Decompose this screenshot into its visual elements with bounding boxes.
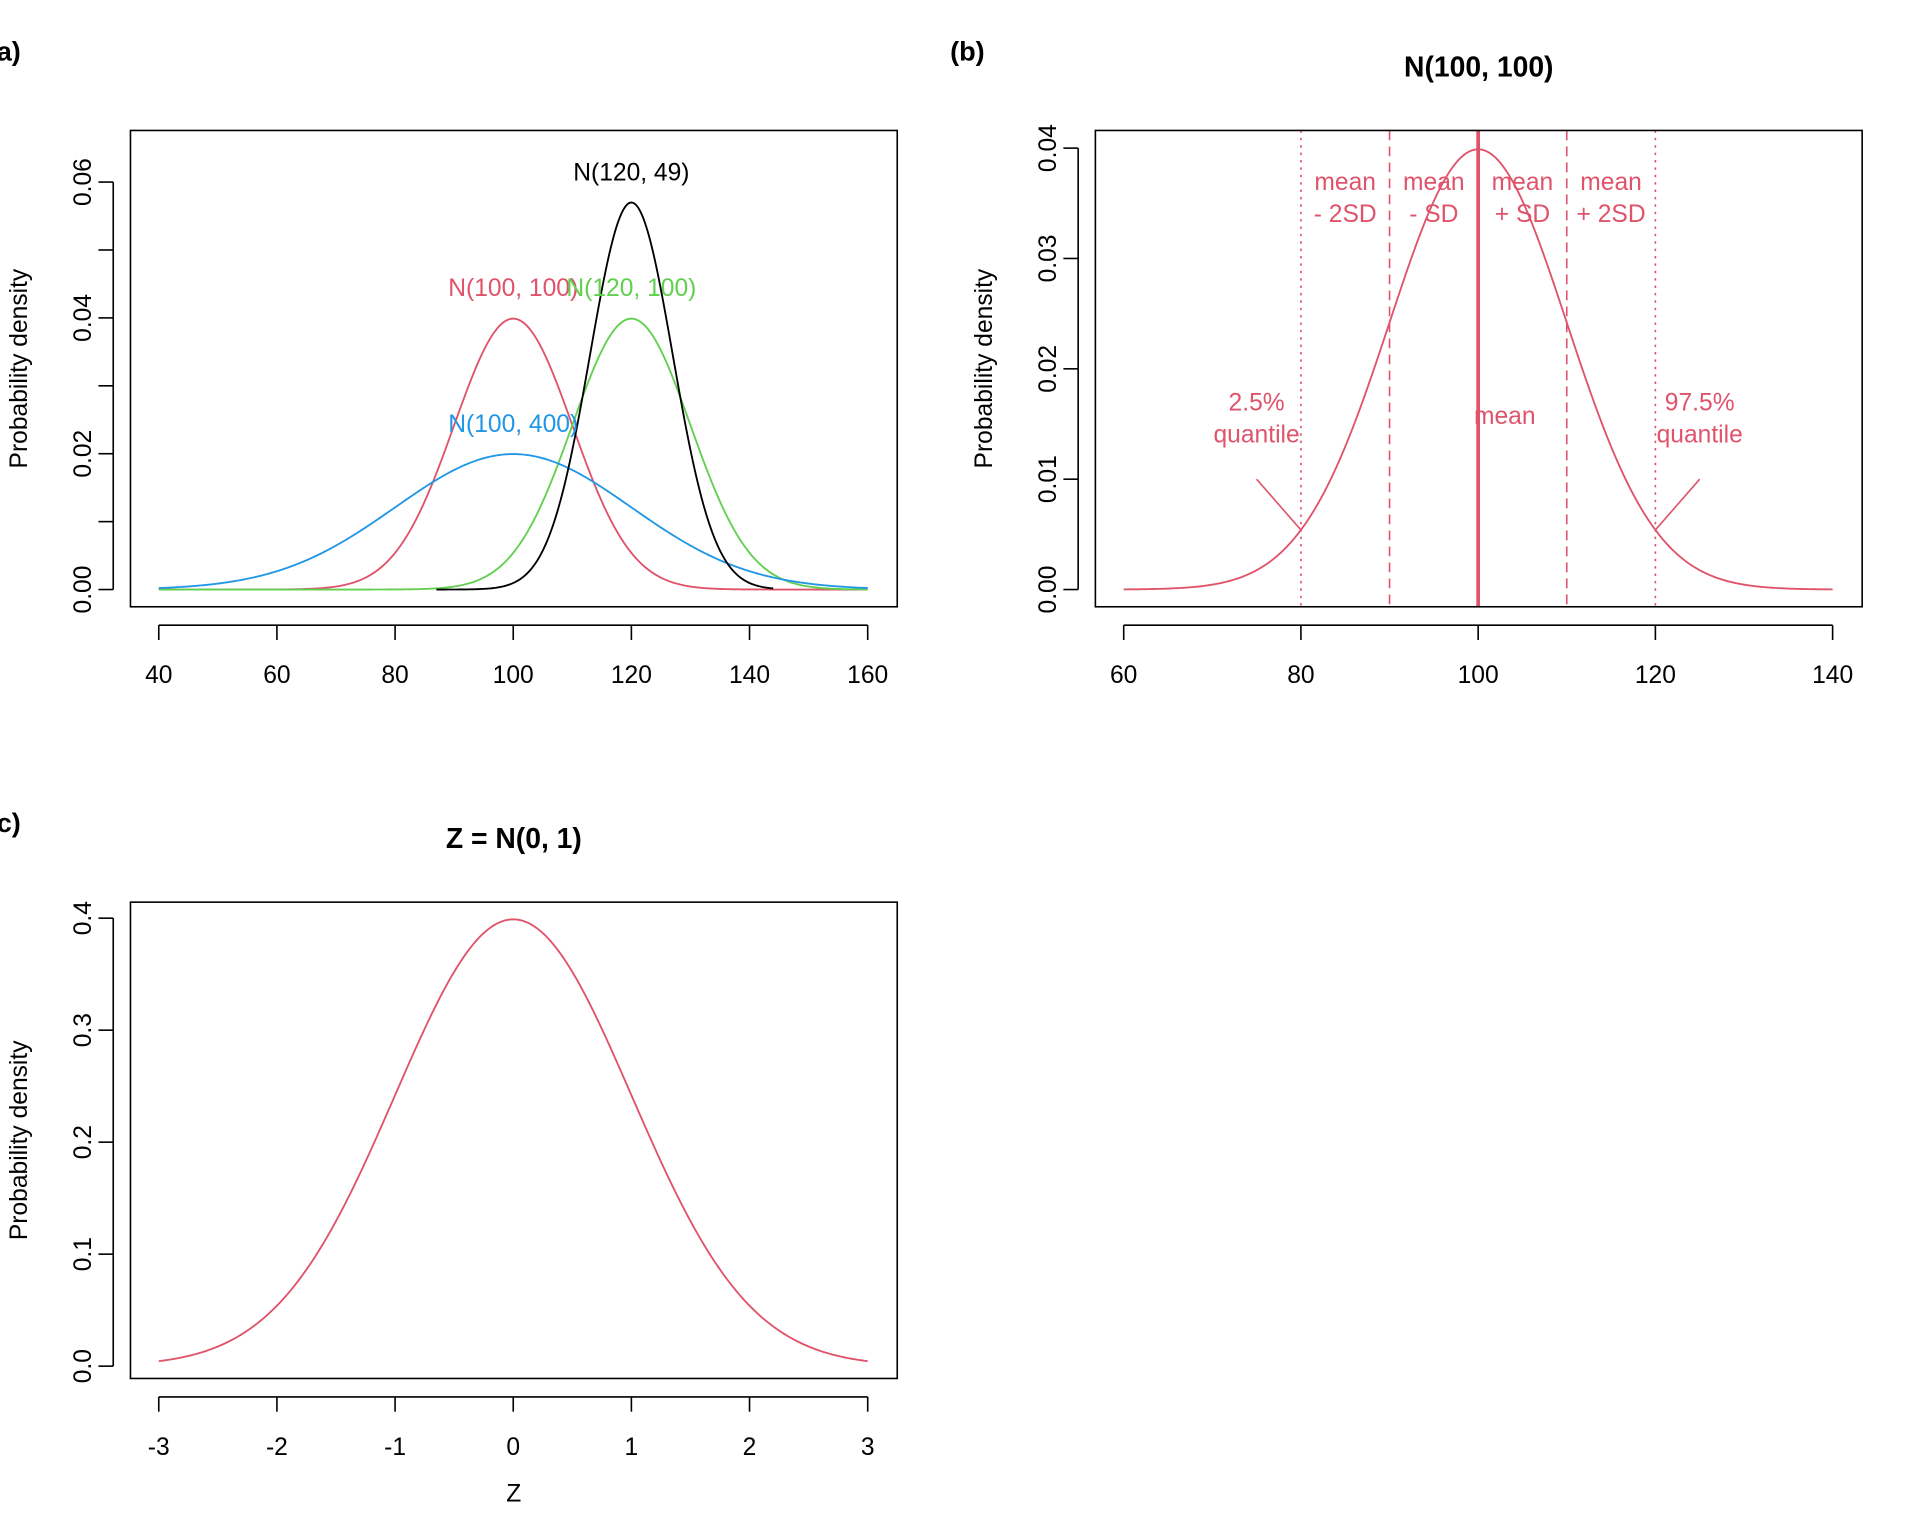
density-curve	[158, 918, 868, 1363]
annotation-line: 97.5%	[1665, 390, 1735, 417]
series-label: N(120, 49)	[573, 160, 689, 187]
y-tick-label: 0.04	[1035, 124, 1062, 172]
annotation: mean + 2SD	[1577, 169, 1646, 228]
x-tick-label: 80	[381, 662, 408, 689]
panel-a: (a) N(100, 100)N(120, 100) N(100, 400) N(12…	[0, 35, 899, 689]
annotation-line: quantile	[1657, 422, 1743, 449]
y-tick-label: 0.04	[70, 294, 97, 342]
chart-title: Z = N(0, 1)	[446, 822, 582, 854]
plot-box	[129, 129, 899, 608]
x-tick-label: -2	[266, 1434, 288, 1461]
annotation-line: 2.5%	[1229, 390, 1285, 417]
x-tick-label: 100	[1458, 662, 1499, 689]
annotation: mean + SD	[1492, 169, 1554, 228]
x-tick-label: 160	[847, 662, 888, 689]
density-curve	[158, 317, 868, 591]
pointer-line	[1654, 478, 1701, 531]
x-tick-label: 2	[743, 1434, 757, 1461]
x-tick-label: 140	[1812, 662, 1853, 689]
annotation-line: - 2SD	[1314, 201, 1377, 228]
x-tick-label: 120	[1635, 662, 1676, 689]
x-tick-label: 40	[145, 662, 172, 689]
panel-label: (c)	[0, 807, 21, 838]
x-tick-label: -3	[148, 1434, 170, 1461]
x-tick-label: 3	[861, 1434, 875, 1461]
y-tick-label: 0.0	[70, 1349, 97, 1383]
annotation-line: mean	[1474, 403, 1536, 430]
panel-c: (c) Z = N(0, 1) -3 -2 -1 0 1 2 3 Z 0.0 0.1 0.2 0.3 0.4…	[0, 807, 899, 1508]
y-axis-label: Probability density	[6, 1040, 33, 1240]
y-tick-label: 0.06	[70, 158, 97, 206]
x-tick-label: 80	[1287, 662, 1314, 689]
annotation-line: mean	[1580, 169, 1642, 196]
annotation: mean	[1474, 403, 1536, 430]
y-tick-label: 0.2	[70, 1125, 97, 1159]
y-tick-label: 0.4	[70, 901, 97, 935]
annotation-line: + 2SD	[1577, 201, 1646, 228]
x-tick-label: 140	[729, 662, 770, 689]
panel-label: (b)	[950, 35, 985, 66]
x-tick-label: 0	[506, 1434, 520, 1461]
series-label: N(120, 100)	[566, 275, 696, 302]
plot-box	[1094, 129, 1863, 608]
pointer-line	[1256, 478, 1302, 531]
plot-box	[129, 901, 899, 1380]
annotation: mean - SD	[1403, 169, 1465, 228]
annotation-line: - SD	[1409, 201, 1458, 228]
annotation-line: mean	[1492, 169, 1554, 196]
density-curve	[436, 201, 774, 591]
annotation-line: quantile	[1214, 422, 1300, 449]
x-tick-label: 1	[625, 1434, 639, 1461]
annotation-line: + SD	[1495, 201, 1550, 228]
y-tick-label: 0.00	[70, 566, 97, 614]
x-tick-label: 120	[611, 662, 652, 689]
y-tick-label: 0.03	[1035, 235, 1062, 283]
y-tick-label: 0.02	[1035, 345, 1062, 393]
y-axis-label: Probability density	[971, 268, 998, 468]
density-curve	[1123, 148, 1833, 591]
y-tick-label: 0.02	[70, 430, 97, 478]
x-axis-label: Z	[506, 1481, 521, 1508]
x-tick-label: -1	[384, 1434, 406, 1461]
series-label: N(100, 400)	[448, 411, 578, 438]
y-axis-label: Probability density	[6, 268, 33, 468]
annotation: mean - 2SD	[1314, 169, 1377, 228]
x-tick-label: 100	[493, 662, 534, 689]
annotation: 97.5% quantile	[1657, 390, 1743, 449]
x-tick-label: 60	[1110, 662, 1137, 689]
y-tick-label: 0.1	[70, 1237, 97, 1271]
density-curve	[158, 453, 868, 589]
annotation: 2.5% quantile	[1214, 390, 1300, 449]
x-tick-label: 60	[263, 662, 290, 689]
annotation-line: mean	[1314, 169, 1376, 196]
chart-title: N(100, 100)	[1404, 50, 1553, 82]
annotation-line: mean	[1403, 169, 1465, 196]
y-tick-label: 0.01	[1035, 455, 1062, 503]
y-tick-label: 0.3	[70, 1013, 97, 1047]
panel-label: (a)	[0, 35, 21, 66]
series-label: N(100, 100)	[448, 275, 578, 302]
y-tick-label: 0.00	[1035, 566, 1062, 614]
